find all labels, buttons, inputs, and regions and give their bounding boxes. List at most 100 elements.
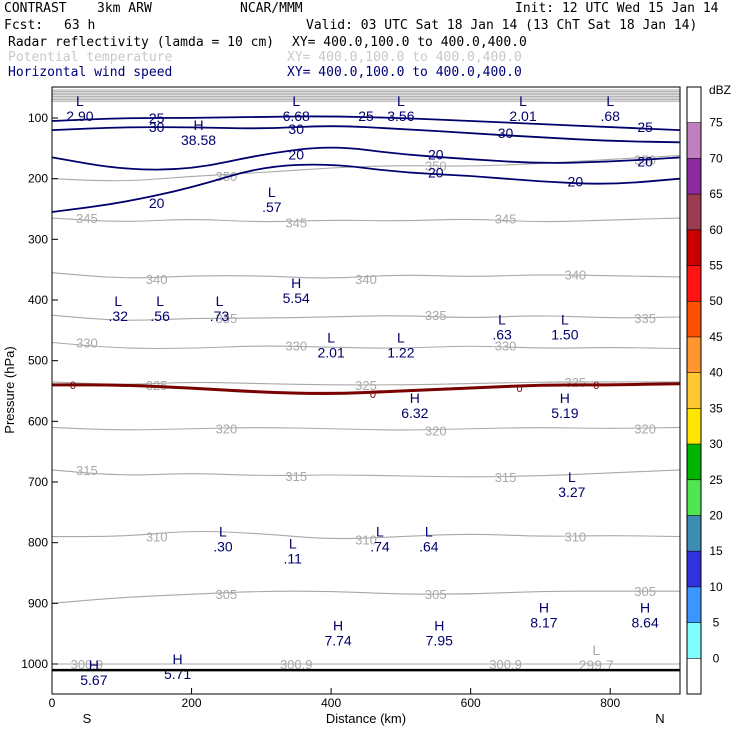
extremum-value: .57 (262, 199, 282, 215)
theta-contour-label: 300.9 (280, 657, 313, 672)
extremum-kind: H (173, 651, 183, 667)
extremum-value: 8.17 (530, 614, 557, 630)
theta-contour-line (51, 381, 680, 386)
wind-contour-label: 25 (358, 108, 374, 124)
theta-contour-label: 335 (634, 311, 656, 326)
y-tick-label: 900 (28, 596, 48, 610)
field-xy-wind: XY= 400.0,100.0 to 400.0,400.0 (287, 65, 522, 80)
program-name: CONTRAST (4, 1, 67, 16)
colorbar-level-label: 10 (709, 580, 723, 594)
colorbar-swatch (687, 265, 701, 302)
theta-contour-label: 330 (285, 339, 307, 354)
theta-contour-label: 310 (564, 530, 586, 545)
extremum-kind: L (397, 93, 405, 109)
theta-contour-label: 330 (76, 335, 98, 350)
theta-contour-label: 310 (355, 533, 377, 548)
extremum-value: .32 (109, 308, 129, 324)
colorbar-level-label: 65 (709, 187, 723, 201)
plot-frame (51, 86, 681, 695)
extremum-value: 7.95 (426, 633, 453, 649)
theta-contour-line (51, 530, 681, 540)
extremum-value: .68 (600, 108, 620, 124)
wind-contour-line (51, 125, 681, 144)
theta-contour-line (51, 272, 681, 279)
extremum-value: .56 (150, 308, 170, 324)
theta-contour-label: 350 (425, 158, 447, 173)
theta-contour-line (51, 469, 681, 478)
extremum-value: 2.01 (317, 344, 344, 360)
extremum-value: .63 (492, 326, 512, 342)
freezing-level: 0 0 0 0 (51, 380, 681, 401)
theta-contour-label: 305 (634, 584, 656, 599)
theta-contour-line (51, 217, 681, 223)
forecast-hours: 63 h (64, 18, 96, 33)
y-axis-title: Pressure (hPa) (2, 346, 17, 433)
extremum-value: 5.19 (551, 405, 578, 421)
colorbar-level-label: 20 (709, 508, 723, 522)
theta-contour-line (51, 590, 680, 604)
extremum-kind: L (292, 93, 300, 109)
colorbar-level-label: 0 (713, 651, 720, 665)
colorbar-swatch (687, 658, 701, 694)
extremum-kind: L (327, 329, 335, 345)
theta-contour-label: 315 (285, 469, 307, 484)
theta-contour-label: 300.9 (71, 657, 104, 672)
colorbar-level-label: 50 (709, 294, 723, 308)
wind-contour-label: 30 (149, 119, 165, 135)
wind-contour-label: 30 (498, 125, 514, 141)
y-tick-label: 400 (28, 293, 48, 307)
extremum-kind: L (156, 293, 164, 309)
extremum-kind: H (640, 599, 650, 615)
y-tick-label: 1000 (21, 657, 48, 671)
y-tick-label: 700 (28, 475, 48, 489)
extremum-kind: L (519, 93, 527, 109)
theta-contour-label: 305 (425, 587, 447, 602)
theta-contour-label: 315 (495, 470, 517, 485)
extremum-kind: L (216, 293, 224, 309)
extremum-kind: L (268, 184, 276, 200)
colorbar-level-label: 40 (709, 366, 723, 380)
forecast-label: Fcst: (4, 18, 44, 33)
y-tick-label: 500 (28, 354, 48, 368)
colorbar-swatch (687, 551, 701, 587)
extremum-value: 5.67 (80, 672, 107, 688)
extremum-kind: L (425, 524, 433, 540)
x-tick-label: 200 (182, 696, 202, 710)
extremum-kind: L (592, 642, 600, 658)
colorbar-frame (686, 86, 702, 695)
colorbar-swatch (687, 158, 701, 195)
extremum-kind: H (560, 390, 570, 406)
extremum-kind: L (289, 536, 297, 552)
extremum-kind: H (291, 275, 301, 291)
freezing-level-label: 0 (516, 383, 522, 395)
theta-contour-label: 305 (216, 587, 238, 602)
extremum-kind: H (193, 117, 203, 133)
theta-contour-label: 315 (76, 463, 98, 478)
freezing-level-label: 0 (370, 389, 376, 401)
extremum-value: 1.50 (551, 326, 578, 342)
y-tick-label: 600 (28, 414, 48, 428)
y-tick-label: 300 (28, 232, 48, 246)
colorbar-level-label: 60 (709, 223, 723, 237)
y-tick-label: 100 (28, 111, 48, 125)
theta-contour-label: 345 (495, 212, 517, 227)
theta-contour-label: 340 (355, 272, 377, 287)
field-name-reflectivity: Radar reflectivity (lamda = 10 cm) (8, 35, 275, 50)
theta-contour-label: 320 (634, 422, 656, 437)
y-tick-label: 200 (28, 172, 48, 186)
colorbar-level-label: 75 (709, 116, 723, 130)
x-tick-label: 0 (49, 696, 56, 710)
theta-contour-label: 320 (216, 422, 238, 437)
theta-contour-line (51, 426, 681, 431)
extremum-kind: H (539, 599, 549, 615)
extremum-kind: H (434, 618, 444, 634)
colorbar-swatch (687, 515, 701, 552)
field-xy-reflectivity: XY= 400.0,100.0 to 400.0,400.0 (292, 35, 527, 50)
extremum-value: 6.32 (401, 405, 428, 421)
field-name-theta: Potential temperature (8, 50, 173, 65)
theta-contour-line (51, 314, 681, 321)
